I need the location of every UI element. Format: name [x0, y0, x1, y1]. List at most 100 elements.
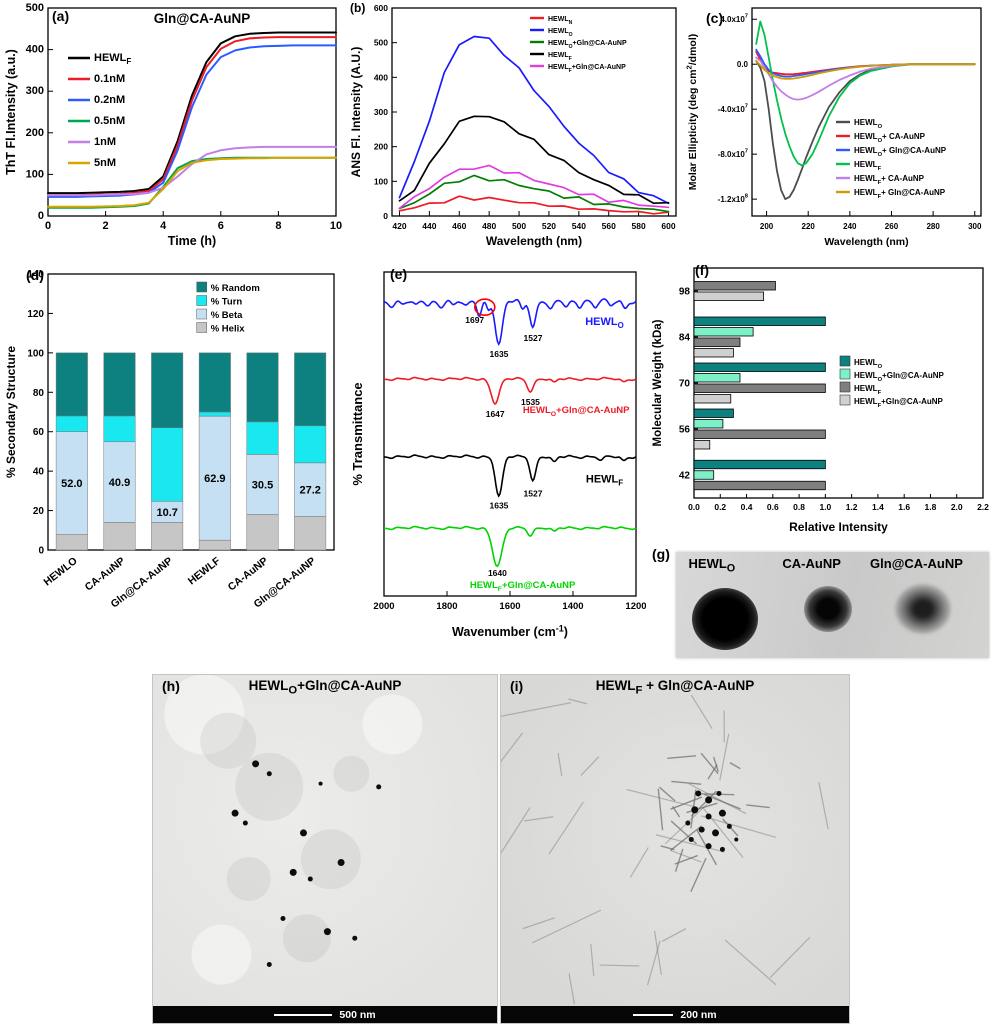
nanoparticle-dot [705, 796, 713, 804]
tick-label: 2000 [373, 601, 394, 612]
hbar [693, 337, 741, 347]
tick-label: 300 [26, 85, 44, 97]
fibril [599, 964, 640, 967]
nanoparticle-dot [323, 928, 331, 936]
hbar [693, 419, 724, 429]
fibril [707, 764, 718, 780]
legend-label: % Random [211, 283, 260, 294]
fibril [557, 752, 563, 777]
tick-label: 1200 [625, 601, 646, 612]
hbar [693, 291, 765, 301]
legend-label: HEWLF+Gln@CA-AuNP [854, 397, 944, 409]
tick-label: 100 [27, 348, 44, 359]
tick-label: 0 [38, 546, 44, 557]
axes-frame [751, 7, 982, 217]
bar-value-label: 62.9 [204, 473, 225, 485]
nanoparticle-dot [691, 806, 699, 814]
hbar [693, 480, 826, 491]
legend-label: HEWLO [854, 118, 883, 130]
legend-label: 0.2nM [94, 94, 125, 106]
nanoparticle-dot [318, 781, 323, 786]
tick-label: 0.0 [688, 502, 700, 512]
legend-label: HEWLF [854, 160, 882, 172]
tick-label: 0 [38, 210, 44, 222]
tick-label: 2 [103, 220, 109, 232]
nanoparticle-dot [685, 820, 691, 826]
fibril [501, 732, 524, 763]
bar-segment-helix [55, 533, 88, 551]
peak-annotation: 1527 [524, 333, 543, 343]
nanoparticle-dot [718, 809, 726, 817]
legend-swatch [839, 355, 851, 367]
category-label: CA-AuNP [83, 555, 128, 594]
panel-a-tag: (a) [52, 8, 70, 24]
panel-b-ans-fluorescence-chart: 420 440 460 480 500 520 540 560 580 600 0 100 200 300… [348, 2, 684, 250]
legend-label: HEWLF+ CA-AuNP [854, 174, 925, 186]
legend-label: % Turn [211, 297, 243, 308]
legend-swatch [196, 308, 207, 320]
bar-segment-turn [55, 415, 88, 432]
tick-label: 0.2 [714, 502, 726, 512]
tick-label: 4.0x107 [720, 14, 748, 25]
y-axis-label: % Secondary Structure [4, 346, 18, 478]
series-line [398, 115, 670, 205]
fibril [658, 786, 676, 802]
y-axis-label: % Transmittance [350, 382, 365, 485]
peak-annotation: 1640 [488, 568, 507, 578]
hbar [693, 408, 734, 418]
legend-label: HEWLF+ Gln@CA-AuNP [854, 188, 946, 200]
bar-segment-beta [55, 431, 88, 535]
legend-swatch [196, 281, 207, 293]
panel-i-tag: (i) [510, 678, 524, 694]
chart-svg: 2000 1800 1600 1400 1200 Wavenumber (cm-1) % T… [350, 271, 646, 639]
panel-h-tem-image: HEWLO+Gln@CA-AuNP 500 nm [152, 674, 498, 1024]
bar-segment-turn [246, 421, 279, 455]
bar-segment-random [294, 352, 327, 427]
ftir-trace [383, 376, 637, 406]
tick-label: 60 [33, 427, 45, 438]
series-line [398, 35, 670, 205]
bar-segment-beta [246, 454, 279, 515]
tick-label: 8 [275, 220, 281, 232]
legend-label: 1nM [94, 136, 116, 148]
fibril [670, 849, 702, 863]
legend-label: 0.5nM [94, 115, 125, 127]
nanoparticle-dot [726, 823, 732, 829]
series-line [47, 145, 337, 197]
bar-segment-random [198, 352, 231, 413]
ftir-trace [383, 525, 637, 568]
legend-label: HEWLF+Gln@CA-AuNP [548, 64, 626, 74]
tick-label: 300 [968, 222, 982, 231]
tick-label: 1400 [562, 601, 583, 612]
bar-segment-helix [246, 514, 279, 551]
legend-label: 0.1nM [94, 73, 125, 85]
nanoparticle-dot [705, 813, 712, 820]
tick-label: 600 [661, 221, 675, 231]
panel-i-title: HEWLF + Gln@CA-AuNP [595, 678, 755, 697]
peak-annotation: 1635 [490, 349, 509, 359]
axes-frame [47, 7, 337, 217]
legend-label: HEWLO+ Gln@CA-AuNP [854, 146, 947, 158]
chart-svg: 200 220 240 260 280 300 4.0x107 0.0 -4.0x107 -8.0… [686, 7, 982, 248]
category-label: CA-AuNP [226, 555, 271, 594]
legend-swatch [839, 394, 851, 406]
series-line [755, 56, 976, 101]
nanoparticle-dot [280, 915, 286, 921]
legend-label: 5nM [94, 157, 116, 169]
series-line [398, 174, 670, 213]
fibril [568, 698, 588, 705]
fibril [690, 694, 713, 729]
tick-label: 0 [383, 211, 388, 221]
series-line [755, 20, 976, 167]
panel-d-secondary-structure-chart: 0 20 40 60 80 100 120 140 % Secondary Structure 5… [2, 262, 342, 642]
fibril [501, 702, 572, 717]
legend-swatch [839, 381, 851, 393]
tick-label: -8.0x107 [718, 149, 748, 160]
chart-title: Gln@CA-AuNP [154, 11, 250, 26]
category-label: HEWLO [41, 555, 79, 589]
panel-i-tem-image: HEWLF + Gln@CA-AuNP 200 nm [500, 674, 850, 1024]
tick-label: 100 [26, 168, 44, 180]
tick-label: 1.8 [925, 502, 937, 512]
scale-label: 500 nm [339, 1008, 376, 1021]
